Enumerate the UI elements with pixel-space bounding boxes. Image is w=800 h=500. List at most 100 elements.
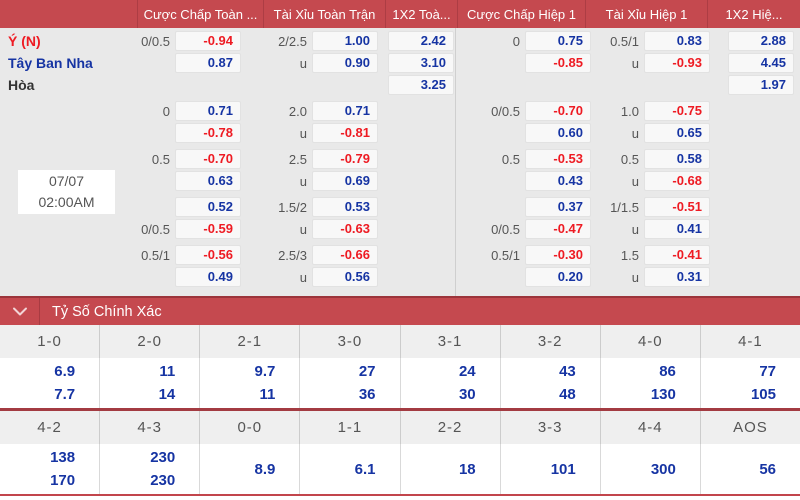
odds-row: Ý (N) 0/0.5 -0.94 2/2.5 1.00 2.42 0 0.75… [0,31,800,51]
ou-odds-cell[interactable]: 0.69 [312,171,378,191]
score-odds-cell[interactable]: 9.7 11 [200,358,301,408]
ou-odds-cell[interactable]: 0.65 [644,123,710,143]
1x2-odds-cell[interactable]: 1.97 [728,75,794,95]
ou-odds-cell[interactable]: -0.79 [312,149,378,169]
hdp-odds-cell[interactable]: -0.94 [175,31,241,51]
hdp-odds-cell[interactable]: -0.70 [525,101,591,121]
score-header: 1-1 [300,411,401,444]
score-odd[interactable]: 11 [159,363,176,380]
score-odds-cell[interactable]: 56 [701,444,800,494]
score-odd[interactable]: 105 [750,386,776,403]
ou-odds-cell[interactable]: -0.68 [644,171,710,191]
ou-odds-cell[interactable]: -0.41 [644,245,710,265]
score-odds-cell[interactable]: 230 230 [100,444,201,494]
hdp-odds-cell[interactable]: -0.70 [175,149,241,169]
score-header: 2-0 [100,325,201,358]
score-odds-cell[interactable]: 24 30 [401,358,501,408]
score-odd[interactable]: 14 [158,386,176,403]
ou-odds-cell[interactable]: 0.41 [644,219,710,239]
score-odds-cell[interactable]: 101 [501,444,601,494]
correct-score-bar[interactable]: Tỷ Số Chính Xác [0,296,800,325]
collapse-toggle[interactable] [0,298,40,325]
score-odds-cell[interactable]: 86 130 [601,358,701,408]
ou-odds-cell[interactable]: 0.31 [644,267,710,287]
hdp-odds-cell[interactable]: 0.37 [525,197,591,217]
score-odd[interactable]: 43 [559,363,576,380]
hdp-odds-cell[interactable]: 0.75 [525,31,591,51]
ou-odds-cell[interactable]: -0.93 [644,53,710,73]
score-odd[interactable]: 230 [150,449,176,466]
ou-odds-cell[interactable]: -0.51 [644,197,710,217]
ou-line-label: u [631,221,639,237]
hdp-odds-cell[interactable]: 0.60 [525,123,591,143]
odds-row: 0.49 u 0.56 0.20 u 0.31 [0,267,800,287]
1x2-odds-cell[interactable]: 2.42 [388,31,454,51]
hdp-odds-cell[interactable]: -0.47 [525,219,591,239]
score-odd[interactable]: 48 [559,386,576,403]
hdp-odds-cell[interactable]: -0.53 [525,149,591,169]
score-odd[interactable]: 24 [458,363,476,380]
score-odds-cell[interactable]: 43 48 [501,358,601,408]
1x2-odds-cell[interactable]: 3.25 [388,75,454,95]
1x2-odds-cell[interactable]: 3.10 [388,53,454,73]
score-odds-cell[interactable]: 27 36 [300,358,401,408]
ou-odds-cell[interactable]: 0.53 [312,197,378,217]
score-odds-cell[interactable]: 8.9 [200,444,301,494]
hdp-odds-cell[interactable]: 0.71 [175,101,241,121]
score-odd[interactable]: 56 [759,460,776,478]
ou-line-label: u [299,269,307,285]
hdp-odds-cell[interactable]: -0.78 [175,123,241,143]
score-odd[interactable]: 6.9 [54,363,76,380]
score-odd[interactable]: 138 [50,449,76,466]
hdp-odds-cell[interactable]: 0.49 [175,267,241,287]
1x2-odds-cell[interactable]: 2.88 [728,31,794,51]
score-odd[interactable]: 77 [759,363,776,380]
match-date: 07/07 [48,173,85,189]
score-odd[interactable]: 9.7 [254,363,276,380]
score-odd[interactable]: 170 [50,472,76,489]
score-odd[interactable]: 11 [259,386,276,403]
odds-row: Hòa 3.25 1.97 [0,75,800,95]
ou-odds-cell[interactable]: -0.75 [644,101,710,121]
ou-odds-cell[interactable]: 0.71 [312,101,378,121]
score-odd[interactable]: 7.7 [54,386,76,403]
match-datetime: 07/07 02:00AM [18,170,115,214]
hdp-odds-cell[interactable]: 0.20 [525,267,591,287]
score-odd[interactable]: 6.1 [354,460,376,478]
ou-odds-cell[interactable]: -0.66 [312,245,378,265]
score-odds-cell[interactable]: 77 105 [701,358,800,408]
score-odd[interactable]: 36 [358,386,376,403]
score-odds-cell[interactable]: 6.1 [300,444,401,494]
score-odd[interactable]: 18 [458,460,476,478]
score-odds-cell[interactable]: 6.9 7.7 [0,358,101,408]
hdp-odds-cell[interactable]: 0.63 [175,171,241,191]
ou-odds-cell[interactable]: -0.81 [312,123,378,143]
score-odd[interactable]: 86 [659,363,676,380]
score-odd[interactable]: 30 [458,386,476,403]
score-odds-cell[interactable]: 18 [401,444,501,494]
1x2-odds-cell[interactable]: 4.45 [728,53,794,73]
score-odds-cell[interactable]: 300 [601,444,701,494]
hdp-odds-cell[interactable]: -0.30 [525,245,591,265]
score-odd[interactable]: 130 [650,386,676,403]
score-odd[interactable]: 27 [358,363,376,380]
score-odd[interactable]: 230 [150,472,176,489]
hdp-odds-cell[interactable]: 0.43 [525,171,591,191]
ou-odds-cell[interactable]: 0.90 [312,53,378,73]
hdp-odds-cell[interactable]: -0.85 [525,53,591,73]
ou-odds-cell[interactable]: 0.58 [644,149,710,169]
ou-odds-cell[interactable]: -0.63 [312,219,378,239]
hdp-odds-cell[interactable]: -0.59 [175,219,241,239]
ou-odds-cell[interactable]: 0.56 [312,267,378,287]
hdp-odds-cell[interactable]: 0.52 [175,197,241,217]
score-odd[interactable]: 300 [650,460,676,478]
score-odd[interactable]: 8.9 [254,460,276,478]
ou-odds-cell[interactable]: 1.00 [312,31,378,51]
score-odd[interactable]: 101 [550,460,576,478]
score-odds-cell[interactable]: 11 14 [100,358,201,408]
ou-line-label: u [631,55,639,71]
score-odds-cell[interactable]: 138 170 [0,444,101,494]
hdp-odds-cell[interactable]: -0.56 [175,245,241,265]
ou-odds-cell[interactable]: 0.83 [644,31,710,51]
hdp-odds-cell[interactable]: 0.87 [175,53,241,73]
